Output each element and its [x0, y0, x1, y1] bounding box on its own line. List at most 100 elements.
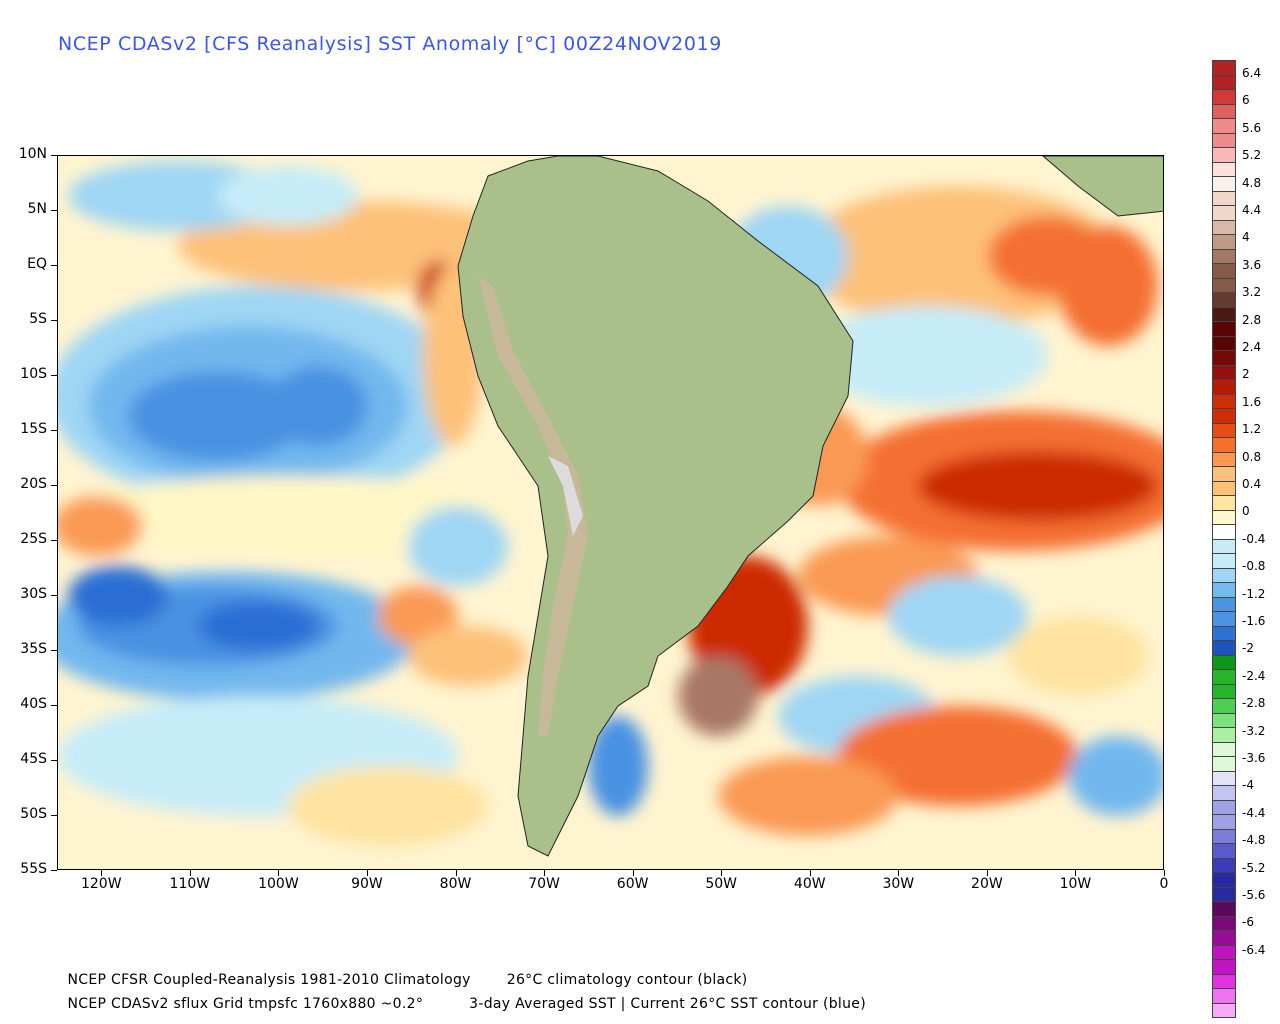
- colorbar-swatch: [1212, 843, 1236, 858]
- colorbar-swatch: [1212, 364, 1236, 379]
- colorbar-label: -3.6: [1242, 751, 1266, 765]
- lon-label: 10W: [1059, 876, 1092, 892]
- colorbar-label: 4.8: [1242, 175, 1262, 190]
- map-title: NCEP CDASv2 [CFS Reanalysis] SST Anomaly…: [58, 33, 722, 55]
- lat-label: 25S: [20, 531, 47, 547]
- lon-tick: [101, 870, 102, 876]
- lon-label: 20W: [971, 876, 1003, 892]
- colorbar-swatch: [1212, 89, 1236, 104]
- colorbar-swatch: [1212, 915, 1236, 930]
- colorbar-swatch: [1212, 814, 1236, 829]
- lon-label: 0: [1159, 876, 1169, 892]
- colorbar-swatch: [1212, 640, 1236, 655]
- lon-label: 80W: [439, 876, 472, 892]
- colorbar-swatch: [1212, 1002, 1236, 1018]
- lon-tick: [721, 870, 722, 876]
- colorbar-label: 3.2: [1242, 285, 1262, 300]
- colorbar-label: 5.6: [1242, 120, 1262, 135]
- lat-label: EQ: [27, 256, 47, 272]
- lat-tick: [51, 870, 57, 871]
- colorbar-label: -5.2: [1242, 860, 1266, 875]
- lat-tick: [51, 155, 57, 156]
- colorbar-swatch: [1212, 872, 1236, 887]
- colorbar-label: -4: [1242, 778, 1254, 793]
- colorbar-swatch: [1212, 901, 1236, 916]
- colorbar-swatch: [1212, 74, 1236, 89]
- colorbar-label: -1.6: [1242, 614, 1266, 628]
- anomaly-field: [58, 161, 1163, 846]
- lat-tick: [51, 705, 57, 706]
- colorbar-swatch: [1212, 263, 1236, 278]
- colorbar-swatch: [1212, 451, 1236, 466]
- colorbar-swatch: [1212, 60, 1236, 75]
- lon-tick: [987, 870, 988, 876]
- lat-label: 10S: [20, 366, 47, 382]
- lat-label: 10N: [18, 146, 47, 162]
- colorbar-swatch: [1212, 103, 1236, 118]
- colorbar-label: 6: [1242, 93, 1250, 108]
- map-canvas: [58, 156, 1163, 869]
- colorbar-label: -2: [1242, 641, 1254, 656]
- colorbar-swatch: [1212, 669, 1236, 684]
- colorbar-swatch: [1212, 567, 1236, 582]
- lat-tick: [51, 760, 57, 761]
- colorbar-swatch: [1212, 379, 1236, 394]
- colorbar-swatch: [1212, 828, 1236, 843]
- colorbar-swatch: [1212, 770, 1236, 785]
- lon-label: 30W: [882, 876, 915, 892]
- colorbar-swatch: [1212, 393, 1236, 408]
- colorbar-swatch: [1212, 321, 1236, 336]
- colorbar-swatch: [1212, 944, 1236, 959]
- colorbar-swatch: [1212, 524, 1236, 539]
- colorbar-swatch: [1212, 930, 1236, 945]
- colorbar-label: 1.6: [1242, 394, 1262, 409]
- colorbar-swatch: [1212, 335, 1236, 350]
- colorbar-swatch: [1212, 234, 1236, 249]
- lat-tick: [51, 650, 57, 651]
- africa-landmass: [1042, 156, 1163, 217]
- colorbar-swatch: [1212, 437, 1236, 452]
- lat-label: 45S: [20, 751, 47, 767]
- footer-climatology: NCEP CFSR Coupled-Reanalysis 1981-2010 C…: [67, 972, 471, 988]
- colorbar-label: -1.2: [1242, 586, 1266, 601]
- lon-tick: [278, 870, 279, 876]
- colorbar-swatch: [1212, 553, 1236, 568]
- colorbar-swatch: [1212, 886, 1236, 901]
- lat-tick: [51, 485, 57, 486]
- footer-sst-contour: 3-day Averaged SST | Current 26°C SST co…: [469, 996, 866, 1012]
- colorbar-swatch: [1212, 422, 1236, 437]
- colorbar-label: -3.2: [1242, 723, 1266, 738]
- colorbar-swatch: [1212, 509, 1236, 524]
- colorbar-swatch: [1212, 466, 1236, 481]
- colorbar-swatch: [1212, 292, 1236, 307]
- colorbar-swatch: [1212, 683, 1236, 698]
- colorbar-swatch: [1212, 582, 1236, 597]
- colorbar-swatch: [1212, 190, 1236, 205]
- lon-label: 110W: [169, 876, 211, 892]
- colorbar-label: -2.4: [1242, 668, 1266, 683]
- lat-label: 20S: [20, 476, 47, 492]
- lon-tick: [810, 870, 811, 876]
- colorbar-label: 5.2: [1242, 148, 1262, 163]
- lon-tick: [1075, 870, 1076, 876]
- colorbar-label: -4.4: [1242, 805, 1266, 820]
- colorbar-swatch: [1212, 596, 1236, 611]
- lat-tick: [51, 815, 57, 816]
- colorbar-swatch: [1212, 219, 1236, 234]
- colorbar-label: 2.8: [1242, 312, 1262, 327]
- lon-label: 120W: [80, 876, 122, 892]
- colorbar-swatch: [1212, 161, 1236, 176]
- colorbar-swatch: [1212, 147, 1236, 162]
- footer-line-1: NCEP CFSR Coupled-Reanalysis 1981-2010 C…: [58, 956, 748, 988]
- colorbar-label: -5.6: [1242, 888, 1266, 902]
- lon-label: 70W: [528, 876, 560, 892]
- colorbar-label: -6.4: [1242, 942, 1266, 957]
- colorbar-swatch: [1212, 727, 1236, 742]
- colorbar-swatch: [1212, 248, 1236, 263]
- lat-tick: [51, 375, 57, 376]
- lat-label: 30S: [20, 586, 47, 602]
- colorbar-swatch: [1212, 698, 1236, 713]
- lon-tick: [456, 870, 457, 876]
- colorbar-swatch: [1212, 973, 1236, 988]
- colorbar-swatch: [1212, 625, 1236, 640]
